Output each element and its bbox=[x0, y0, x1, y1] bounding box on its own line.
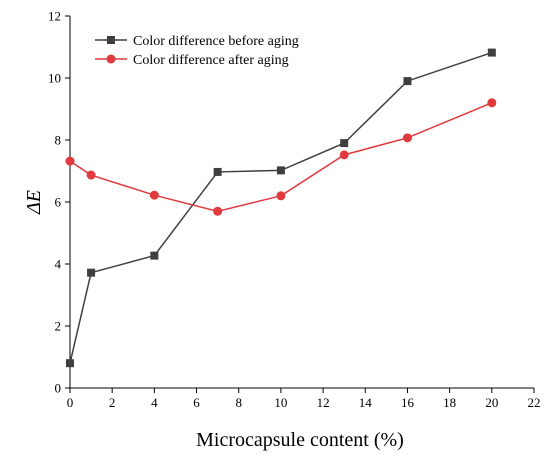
y-tick-label: 0 bbox=[55, 381, 62, 396]
x-tick-label: 4 bbox=[151, 395, 158, 410]
x-tick-label: 12 bbox=[317, 395, 330, 410]
x-tick-label: 2 bbox=[109, 395, 116, 410]
data-point-square bbox=[150, 251, 159, 260]
legend-label: Color difference before aging bbox=[133, 34, 299, 49]
data-point-circle bbox=[402, 133, 412, 143]
y-tick-label: 12 bbox=[48, 9, 61, 24]
data-point-circle bbox=[487, 98, 497, 108]
x-tick-label: 22 bbox=[528, 395, 541, 410]
data-point-circle bbox=[213, 206, 223, 216]
x-tick-label: 6 bbox=[193, 395, 200, 410]
y-tick-label: 4 bbox=[55, 257, 62, 272]
x-tick-label: 10 bbox=[274, 395, 287, 410]
data-point-square bbox=[66, 359, 74, 368]
data-point-square bbox=[487, 48, 496, 57]
axes bbox=[69, 16, 534, 389]
data-point-circle bbox=[276, 191, 286, 201]
data-point-circle bbox=[339, 150, 349, 160]
series-line bbox=[69, 51, 493, 364]
data-point-circle bbox=[149, 190, 159, 200]
legend: Color difference before aging Color diffe… bbox=[95, 34, 299, 68]
data-point-square bbox=[340, 139, 349, 148]
y-tick-label: 10 bbox=[48, 71, 61, 86]
data-point-square bbox=[276, 166, 285, 175]
x-tick-label: 20 bbox=[485, 395, 498, 410]
x-ticks: 0 2 4 6 8 10 12 14 16 18 20 22 bbox=[67, 388, 541, 410]
data-point-square bbox=[403, 77, 412, 86]
y-axis-title: ΔE bbox=[23, 190, 45, 215]
data-point-square bbox=[87, 268, 96, 277]
data-point-circle bbox=[65, 156, 75, 166]
y-tick-label: 8 bbox=[55, 133, 62, 148]
data-point-square bbox=[213, 167, 222, 176]
x-tick-label: 8 bbox=[235, 395, 242, 410]
x-tick-label: 16 bbox=[401, 395, 415, 410]
data-point-circle bbox=[86, 170, 96, 180]
y-tick-label: 6 bbox=[55, 195, 62, 210]
legend-marker-circle bbox=[106, 54, 116, 64]
x-tick-label: 14 bbox=[359, 395, 373, 410]
y-ticks: 0 2 4 6 8 10 12 bbox=[48, 9, 70, 396]
x-tick-label: 0 bbox=[67, 395, 74, 410]
series-layer bbox=[65, 48, 497, 368]
x-axis-title: Microcapsule content (%) bbox=[196, 429, 404, 451]
y-tick-label: 2 bbox=[55, 319, 62, 334]
series-line bbox=[69, 102, 493, 213]
legend-label: Color difference after aging bbox=[133, 53, 289, 68]
legend-marker-square bbox=[107, 36, 115, 44]
x-tick-label: 18 bbox=[443, 395, 456, 410]
